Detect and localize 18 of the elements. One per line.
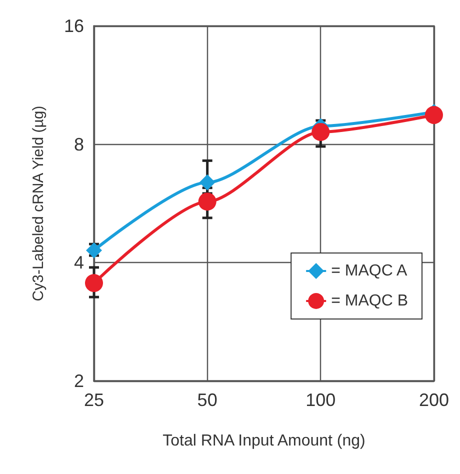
- x-tick-label: 25: [84, 390, 104, 410]
- y-axis-title: Cy3-Labeled cRNA Yield (µg): [30, 106, 47, 302]
- x-tick-label: 100: [306, 390, 336, 410]
- y-tick-label: 4: [74, 252, 84, 273]
- y-tick-label: 2: [74, 371, 84, 391]
- x-tick-label: 200: [418, 390, 450, 410]
- y-tick-label: 8: [74, 134, 84, 154]
- point: [198, 192, 216, 211]
- legend-label: = MAQC B: [331, 292, 408, 310]
- point: [199, 174, 216, 190]
- y-tick-label: 16: [64, 16, 84, 36]
- point: [86, 242, 102, 258]
- point: [312, 122, 330, 141]
- legend-label: = MAQC A: [331, 262, 408, 280]
- x-tick-label: 50: [197, 390, 218, 410]
- point: [425, 106, 443, 124]
- point: [85, 274, 103, 292]
- x-axis-title: Total RNA Input Amount (ng): [162, 432, 366, 450]
